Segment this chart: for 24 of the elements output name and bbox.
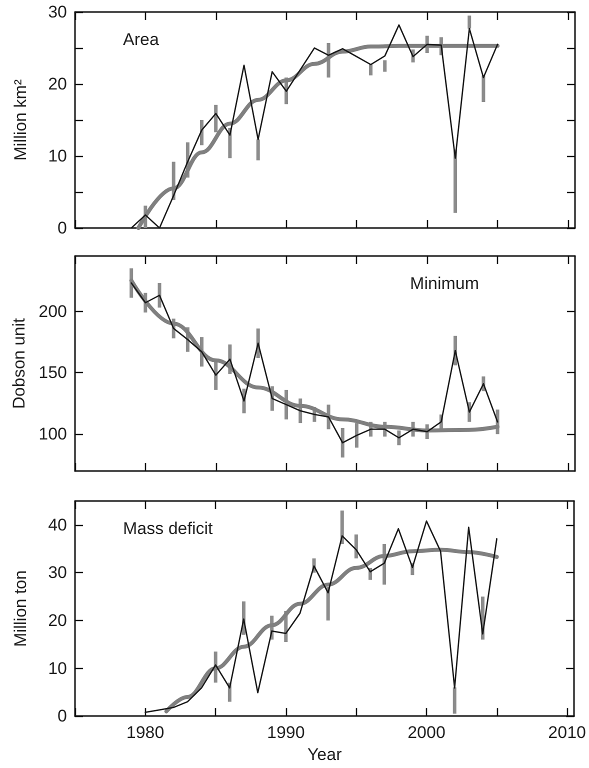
y-tick-label: 0 bbox=[58, 706, 67, 726]
x-tick-label: 2000 bbox=[408, 723, 446, 742]
y-axis-title: Dobson unit bbox=[10, 318, 29, 409]
y-tick-label: 10 bbox=[48, 146, 67, 166]
text: Minimum bbox=[410, 274, 480, 293]
y-tick-label: 10 bbox=[48, 658, 67, 678]
x-tick-label: 1980 bbox=[126, 723, 164, 742]
y-tick-label: 20 bbox=[48, 611, 67, 630]
text: Mass deficit bbox=[123, 519, 214, 538]
y-axis-title: Million km² bbox=[11, 79, 30, 161]
x-tick-label: 2010 bbox=[548, 723, 586, 742]
y-tick-label: 40 bbox=[48, 515, 67, 534]
y-tick-label: 100 bbox=[38, 424, 67, 444]
y-tick-label: 200 bbox=[38, 302, 67, 321]
text: Area bbox=[123, 30, 160, 49]
y-tick-label: 150 bbox=[38, 363, 67, 382]
y-tick-label: 20 bbox=[48, 74, 67, 94]
x-tick-label: 1990 bbox=[266, 723, 305, 742]
x-axis-title: Year bbox=[307, 745, 342, 764]
line-series bbox=[164, 548, 499, 714]
y-axis-title: Million ton bbox=[11, 570, 30, 647]
y-tick-label: 0 bbox=[58, 218, 67, 238]
y-tick-label: 30 bbox=[48, 563, 67, 582]
y-tick-label: 30 bbox=[48, 2, 67, 22]
